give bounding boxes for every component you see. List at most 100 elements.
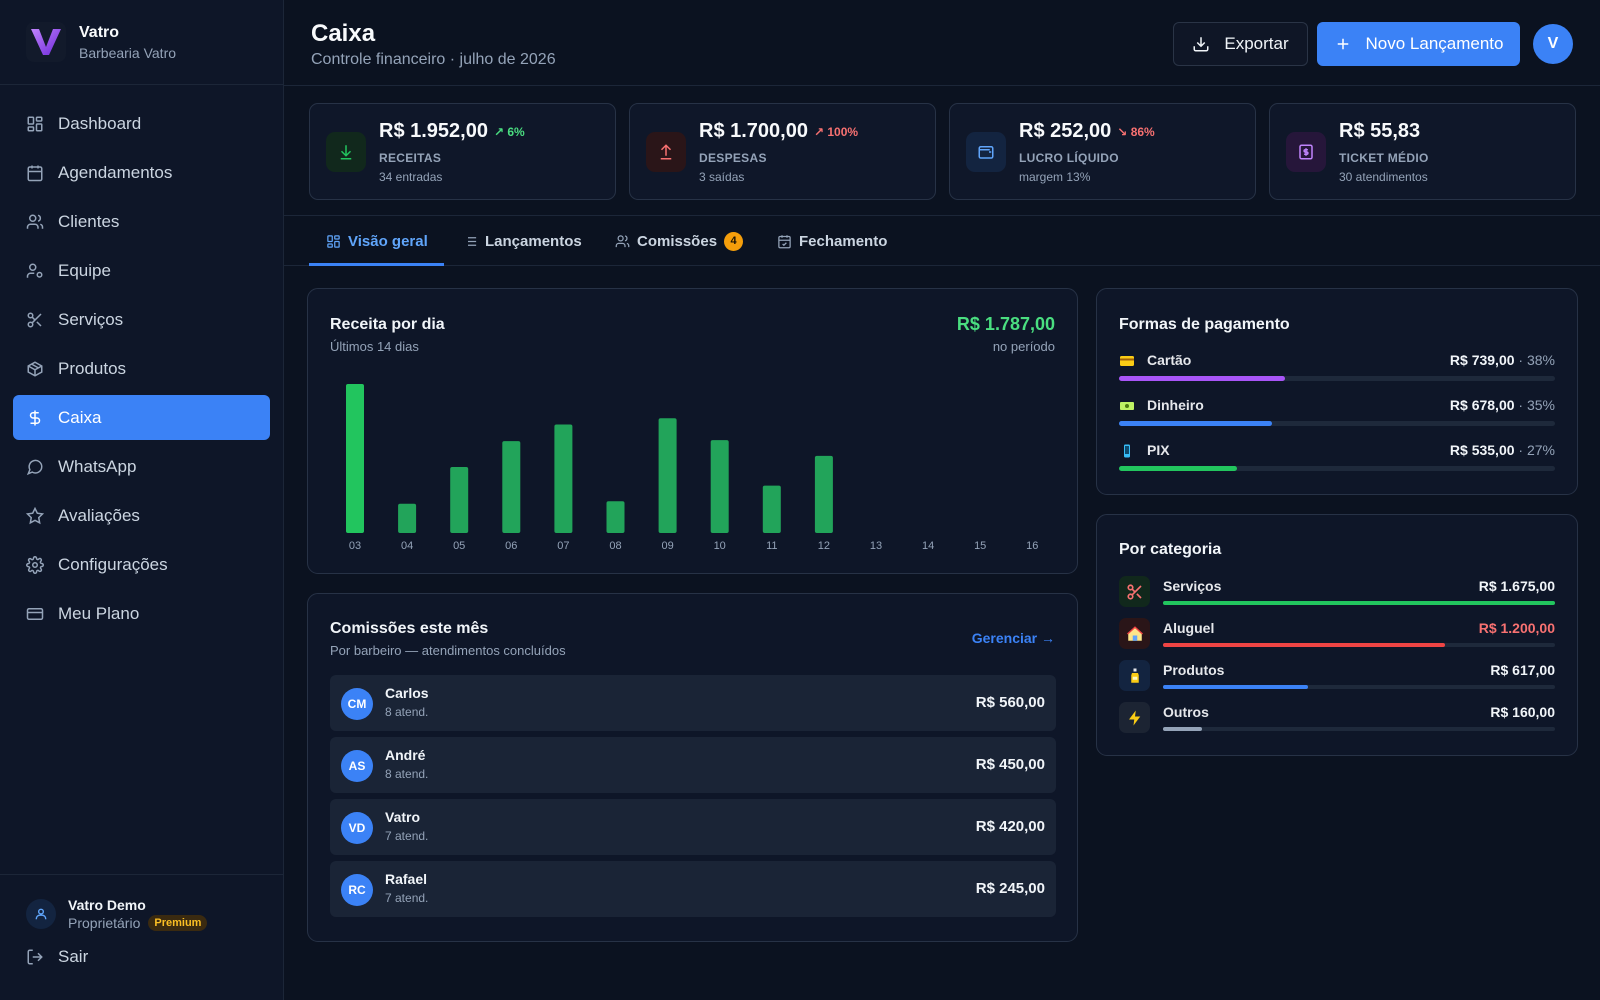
kpi-value: R$ 55,83 <box>1339 120 1420 143</box>
premium-badge: Premium <box>148 915 208 931</box>
brand-name: Vatro <box>79 23 120 41</box>
chart-bar-09[interactable] <box>658 418 677 533</box>
sidebar-item-label: Avaliações <box>58 505 140 525</box>
sidebar-item-meu-plano[interactable]: Meu Plano <box>13 591 270 636</box>
brand-subtitle: Barbearia Vatro <box>79 44 177 61</box>
commissions-subtitle: Por barbeiro — atendimentos concluídos <box>330 643 566 658</box>
new-entry-label: Novo Lançamento <box>1365 34 1504 53</box>
sidebar-item-produtos[interactable]: Produtos <box>13 346 270 391</box>
chart-tick-label: 03 <box>349 540 361 552</box>
kpi-label: LUCRO LÍQUIDO <box>1019 151 1119 165</box>
kpi-sub: 3 saídas <box>699 170 745 184</box>
barber-avatar: CM <box>341 688 373 720</box>
chart-bar-05[interactable] <box>450 467 469 533</box>
sidebar-item-agendamentos[interactable]: Agendamentos <box>13 150 270 195</box>
commission-row[interactable]: RC Rafael 7 atend. R$ 245,00 <box>330 861 1056 917</box>
barber-avatar: VD <box>341 812 373 844</box>
tab-badge: 4 <box>724 231 744 251</box>
barber-name: Rafael <box>385 871 428 887</box>
wallet-icon <box>966 132 1006 172</box>
tab-label: Lançamentos <box>485 232 582 250</box>
scissors-icon <box>27 312 42 327</box>
brand: Vatro Barbearia Vatro <box>0 0 283 85</box>
sidebar-item-configuracoes[interactable]: Configurações <box>13 542 270 587</box>
sidebar: Vatro Barbearia Vatro Dashboard Agendame… <box>0 0 284 1000</box>
revenue-total: R$ 1.787,00 <box>956 314 1055 334</box>
sidebar-item-caixa[interactable]: Caixa <box>13 395 270 440</box>
commission-row[interactable]: VD Vatro 7 atend. R$ 420,00 <box>330 799 1056 855</box>
sidebar-item-equipe[interactable]: Equipe <box>13 248 270 293</box>
plus-icon <box>1337 38 1348 50</box>
sidebar-item-label: Configurações <box>58 554 168 574</box>
category-bar-track <box>1163 685 1555 689</box>
kpi-sub: 34 entradas <box>379 170 443 184</box>
users-icon <box>615 234 630 247</box>
chart-bar-03[interactable] <box>346 384 364 533</box>
kpi-card-receitas: R$ 1.952,00 ↗ 6% RECEITAS 34 entradas <box>309 103 616 200</box>
tab-bar: Visão geral Lançamentos Comissões 4 Fech… <box>284 216 1600 266</box>
kpi-trend-value: 6% <box>507 124 525 139</box>
sidebar-item-whatsapp[interactable]: WhatsApp <box>13 444 270 489</box>
chart-tick-label: 14 <box>922 540 934 552</box>
tab-comissoes[interactable]: Comissões 4 <box>615 216 744 266</box>
bottle-icon <box>1119 660 1150 691</box>
page-header: Caixa Controle financeiro · julho de 202… <box>284 0 1600 85</box>
commission-row[interactable]: AS André 8 atend. R$ 450,00 <box>330 737 1056 793</box>
category-name: Outros <box>1163 704 1209 720</box>
chart-bar-11[interactable] <box>762 485 781 533</box>
gear-icon <box>26 555 44 574</box>
header-avatar[interactable]: V <box>1533 24 1573 64</box>
payment-methods-panel: Formas de pagamento Cartão R$ 739,00 · 3… <box>1096 288 1578 495</box>
export-button[interactable]: Exportar <box>1173 22 1308 66</box>
sidebar-item-label: Produtos <box>58 358 127 378</box>
tab-lancamentos[interactable]: Lançamentos <box>463 216 582 266</box>
phone-icon <box>1124 444 1130 458</box>
tab-fechamento[interactable]: Fechamento <box>777 216 887 266</box>
kpi-label: TICKET MÉDIO <box>1339 151 1429 165</box>
chart-bar-07[interactable] <box>554 424 573 533</box>
chart-tick-label: 09 <box>661 540 673 552</box>
kpi-amount: R$ 252,00 <box>1019 120 1112 142</box>
calendar-check-icon <box>778 234 791 248</box>
active-tab-indicator <box>309 263 444 266</box>
payment-row-cartao: Cartão R$ 739,00 · 38% <box>1119 352 1555 392</box>
revenue-title: Receita por dia <box>330 316 445 333</box>
payment-bar-fill <box>1119 421 1272 426</box>
revenue-bar-chart: 03 04 05 06 07 08 09 10 11 12 13 14 15 16 <box>346 384 1038 552</box>
team-icon <box>26 263 43 278</box>
commission-row[interactable]: CM Carlos 8 atend. R$ 560,00 <box>330 675 1056 731</box>
kpi-sub: 30 atendimentos <box>1339 170 1428 184</box>
category-bar-track <box>1163 601 1555 605</box>
page-subtitle: Controle financeiro · julho de 2026 <box>311 51 556 68</box>
barber-avatar: AS <box>341 750 373 782</box>
sidebar-item-avaliacoes[interactable]: Avaliações <box>13 493 270 538</box>
chart-bar-04[interactable] <box>398 503 417 533</box>
payment-amount: R$ 535,00 <box>1449 442 1515 458</box>
payment-amount: R$ 739,00 <box>1449 352 1515 368</box>
kpi-amount: R$ 55,83 <box>1339 120 1421 142</box>
sidebar-item-servicos[interactable]: Serviços <box>13 297 270 342</box>
chart-bar-12[interactable] <box>814 455 833 533</box>
scissors-icon <box>1119 576 1150 607</box>
user-profile[interactable]: Vatro Demo Proprietário Premium <box>0 875 284 931</box>
chart-bar-06[interactable] <box>502 441 521 533</box>
sidebar-item-dashboard[interactable]: Dashboard <box>13 101 270 146</box>
revenue-panel: Receita por dia Últimos 14 dias R$ 1.787… <box>307 288 1078 574</box>
new-entry-button[interactable]: Novo Lançamento <box>1317 22 1520 66</box>
chart-bar-10[interactable] <box>710 440 729 533</box>
manage-commissions-link[interactable]: Gerenciar → <box>971 630 1055 646</box>
receipt-icon <box>1286 132 1326 172</box>
payment-row-dinheiro: Dinheiro R$ 678,00 · 35% <box>1119 397 1555 437</box>
chart-tick-label: 06 <box>505 540 517 552</box>
chart-bar-08[interactable] <box>606 501 625 533</box>
logout-button[interactable]: Sair <box>0 931 284 967</box>
sidebar-item-label: Agendamentos <box>58 162 173 182</box>
payment-pct: 27% <box>1526 442 1555 458</box>
chart-tick-label: 05 <box>453 540 465 552</box>
tab-visao-geral[interactable]: Visão geral <box>326 216 428 266</box>
tab-label: Visão geral <box>348 232 428 250</box>
chart-tick-label: 13 <box>870 540 882 552</box>
barber-name: Vatro <box>385 809 421 825</box>
sidebar-item-clientes[interactable]: Clientes <box>13 199 270 244</box>
barber-count: 7 atend. <box>385 891 429 905</box>
